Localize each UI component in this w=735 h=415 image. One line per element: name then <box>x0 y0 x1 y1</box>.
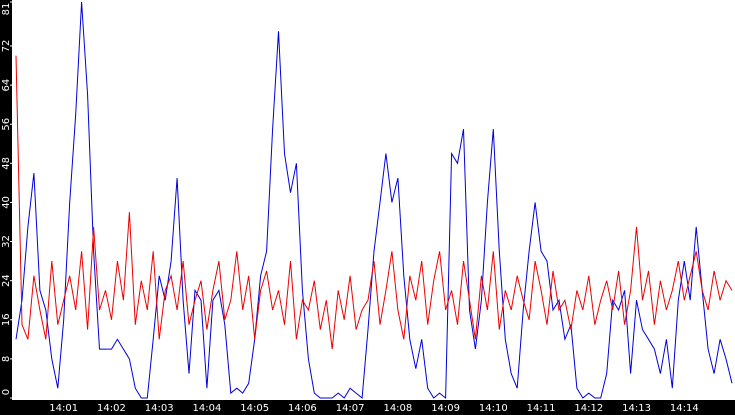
y-tick-label: 0 <box>1 389 12 395</box>
x-tick-label: 14:09 <box>431 403 460 414</box>
x-tick-label: 14:10 <box>479 403 508 414</box>
x-tick-label: 14:11 <box>527 403 556 414</box>
series-line <box>15 55 733 350</box>
x-tick-label: 14:13 <box>622 403 651 414</box>
series-line <box>15 1 733 400</box>
x-tick-label: 14:03 <box>145 403 174 414</box>
x-tick-label: 14:14 <box>670 403 699 414</box>
y-tick-label: 64 <box>1 79 12 92</box>
x-axis-strip <box>0 400 735 415</box>
y-tick-label: 8 <box>1 356 12 362</box>
y-tick-label: 24 <box>1 274 12 287</box>
x-tick-label: 14:02 <box>97 403 126 414</box>
y-tick-label: 32 <box>1 235 12 248</box>
y-tick-label: 72 <box>1 40 12 53</box>
x-tick-label: 14:08 <box>383 403 412 414</box>
y-axis-strip <box>0 0 12 415</box>
x-tick-label: 14:01 <box>49 403 78 414</box>
x-tick-label: 14:04 <box>193 403 222 414</box>
x-tick-label: 14:06 <box>288 403 317 414</box>
y-tick-label: 40 <box>1 196 12 209</box>
y-tick-label: 56 <box>1 118 12 131</box>
y-tick-label: 16 <box>1 313 12 326</box>
x-tick-label: 14:07 <box>336 403 365 414</box>
y-tick-label: 81 <box>1 3 12 16</box>
x-tick-label: 14:12 <box>574 403 603 414</box>
y-tick-label: 48 <box>1 157 12 170</box>
x-tick-label: 14:05 <box>240 403 269 414</box>
